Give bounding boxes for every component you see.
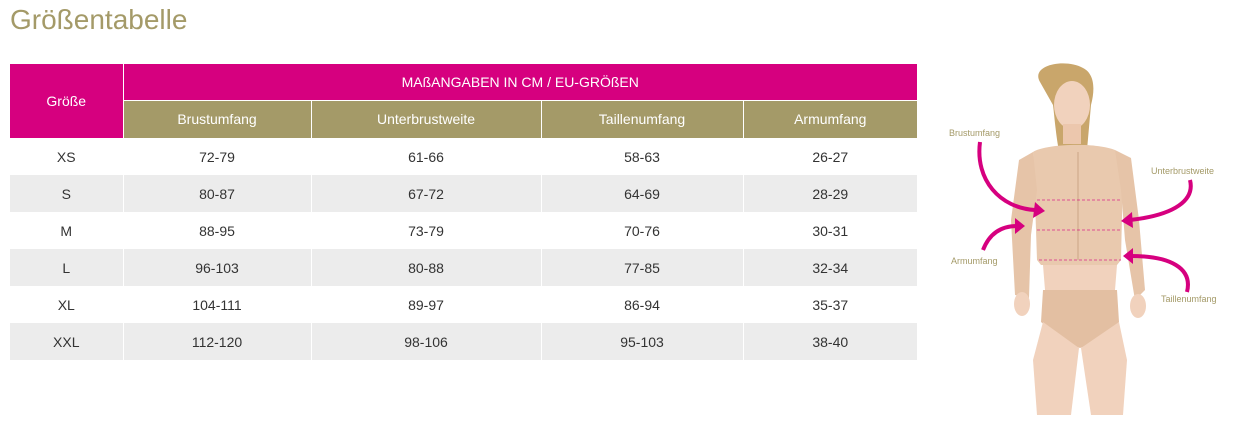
garment-left-sleeve bbox=[1011, 152, 1037, 298]
table-row: XXL 112-120 98-106 95-103 38-40 bbox=[10, 323, 917, 360]
armumfang-cell: 28-29 bbox=[743, 175, 917, 212]
table-row: M 88-95 73-79 70-76 30-31 bbox=[10, 212, 917, 249]
left-hand-shape bbox=[1014, 292, 1030, 316]
arrowhead-brust bbox=[1033, 202, 1045, 218]
taillenumfang-cell: 86-94 bbox=[541, 286, 744, 323]
table-row: L 96-103 80-88 77-85 32-34 bbox=[10, 249, 917, 286]
armumfang-cell: 35-37 bbox=[812, 296, 849, 313]
brustumfang-cell: 104-111 bbox=[123, 286, 312, 323]
size-cell: M bbox=[10, 212, 124, 249]
arrowhead-unterbrust bbox=[1121, 212, 1133, 228]
left-leg-shape bbox=[1033, 322, 1079, 415]
size-cell: XXL bbox=[10, 323, 124, 360]
right-leg-shape bbox=[1081, 322, 1127, 415]
armumfang-cell: 32-34 bbox=[743, 249, 917, 286]
arrowhead-arm bbox=[1015, 218, 1025, 234]
figure-label-armumfang: Armumfang bbox=[951, 256, 998, 266]
column-header-brustumfang: Brustumfang bbox=[123, 100, 312, 138]
taillenumfang-cell: 95-103 bbox=[541, 323, 744, 360]
measurement-figure: Brustumfang Unterbrustweite Armumfang Ta… bbox=[945, 60, 1230, 415]
page-title: Größentabelle bbox=[10, 4, 188, 35]
armumfang-cell: 30-31 bbox=[812, 222, 849, 239]
figure-label-unterbrustweite: Unterbrustweite bbox=[1151, 166, 1214, 176]
brustumfang-cell: 88-95 bbox=[123, 212, 312, 249]
brustumfang-cell: 80-87 bbox=[123, 175, 312, 212]
right-hand-shape bbox=[1130, 294, 1146, 318]
face-shape bbox=[1054, 81, 1090, 129]
unterbrustweite-cell: 98-106 bbox=[311, 323, 542, 360]
taillenumfang-cell: 64-69 bbox=[541, 175, 744, 212]
measurements-group-header: MAßANGABEN IN CM / EU-GRÖßEN bbox=[123, 64, 917, 101]
midriff-shape bbox=[1043, 265, 1117, 290]
brustumfang-cell: 72-79 bbox=[123, 138, 312, 175]
figure-label-brustumfang: Brustumfang bbox=[949, 128, 1000, 138]
arrow-brust bbox=[977, 141, 1036, 212]
column-header-taillenumfang: Taillenumfang bbox=[541, 100, 744, 138]
brustumfang-cell: 96-103 bbox=[123, 249, 312, 286]
taillenumfang-cell: 70-76 bbox=[541, 212, 744, 249]
table-row: XL 104-111 89-97 86-94 35-37 bbox=[10, 286, 917, 323]
taillenumfang-cell: 58-63 bbox=[541, 138, 744, 175]
table-row: XS 72-79 61-66 58-63 26-27 bbox=[10, 138, 917, 175]
size-cell: S bbox=[10, 175, 124, 212]
column-header-armumfang: Armumfang bbox=[743, 100, 917, 138]
size-chart-table: Größe MAßANGABEN IN CM / EU-GRÖßEN Brust… bbox=[10, 64, 917, 360]
arrow-taille bbox=[1130, 254, 1190, 293]
taillenumfang-cell: 77-85 bbox=[541, 249, 744, 286]
unterbrustweite-cell: 73-79 bbox=[311, 212, 542, 249]
armumfang-cell: 26-27 bbox=[812, 148, 849, 165]
unterbrustweite-cell: 67-72 bbox=[311, 175, 542, 212]
size-cell: XS bbox=[10, 138, 124, 175]
neck-shape bbox=[1063, 124, 1081, 144]
unterbrustweite-cell: 61-66 bbox=[311, 138, 542, 175]
arrow-arm bbox=[981, 224, 1018, 251]
unterbrustweite-cell: 80-88 bbox=[311, 249, 542, 286]
briefs-shape bbox=[1041, 290, 1119, 348]
measurement-illustration: Brustumfang Unterbrustweite Armumfang Ta… bbox=[949, 63, 1217, 415]
brustumfang-cell: 112-120 bbox=[123, 323, 312, 360]
arrowhead-taille bbox=[1123, 248, 1133, 264]
size-cell: L bbox=[10, 249, 124, 286]
unterbrustweite-cell: 89-97 bbox=[311, 286, 542, 323]
size-cell: XL bbox=[10, 286, 124, 323]
figure-label-taillenumfang: Taillenumfang bbox=[1161, 294, 1217, 304]
arrow-unterbrust bbox=[1129, 179, 1193, 222]
armumfang-cell: 38-40 bbox=[743, 323, 917, 360]
column-header-unterbrustweite: Unterbrustweite bbox=[311, 100, 542, 138]
table-row: S 80-87 67-72 64-69 28-29 bbox=[10, 175, 917, 212]
size-column-header: Größe bbox=[10, 64, 124, 138]
